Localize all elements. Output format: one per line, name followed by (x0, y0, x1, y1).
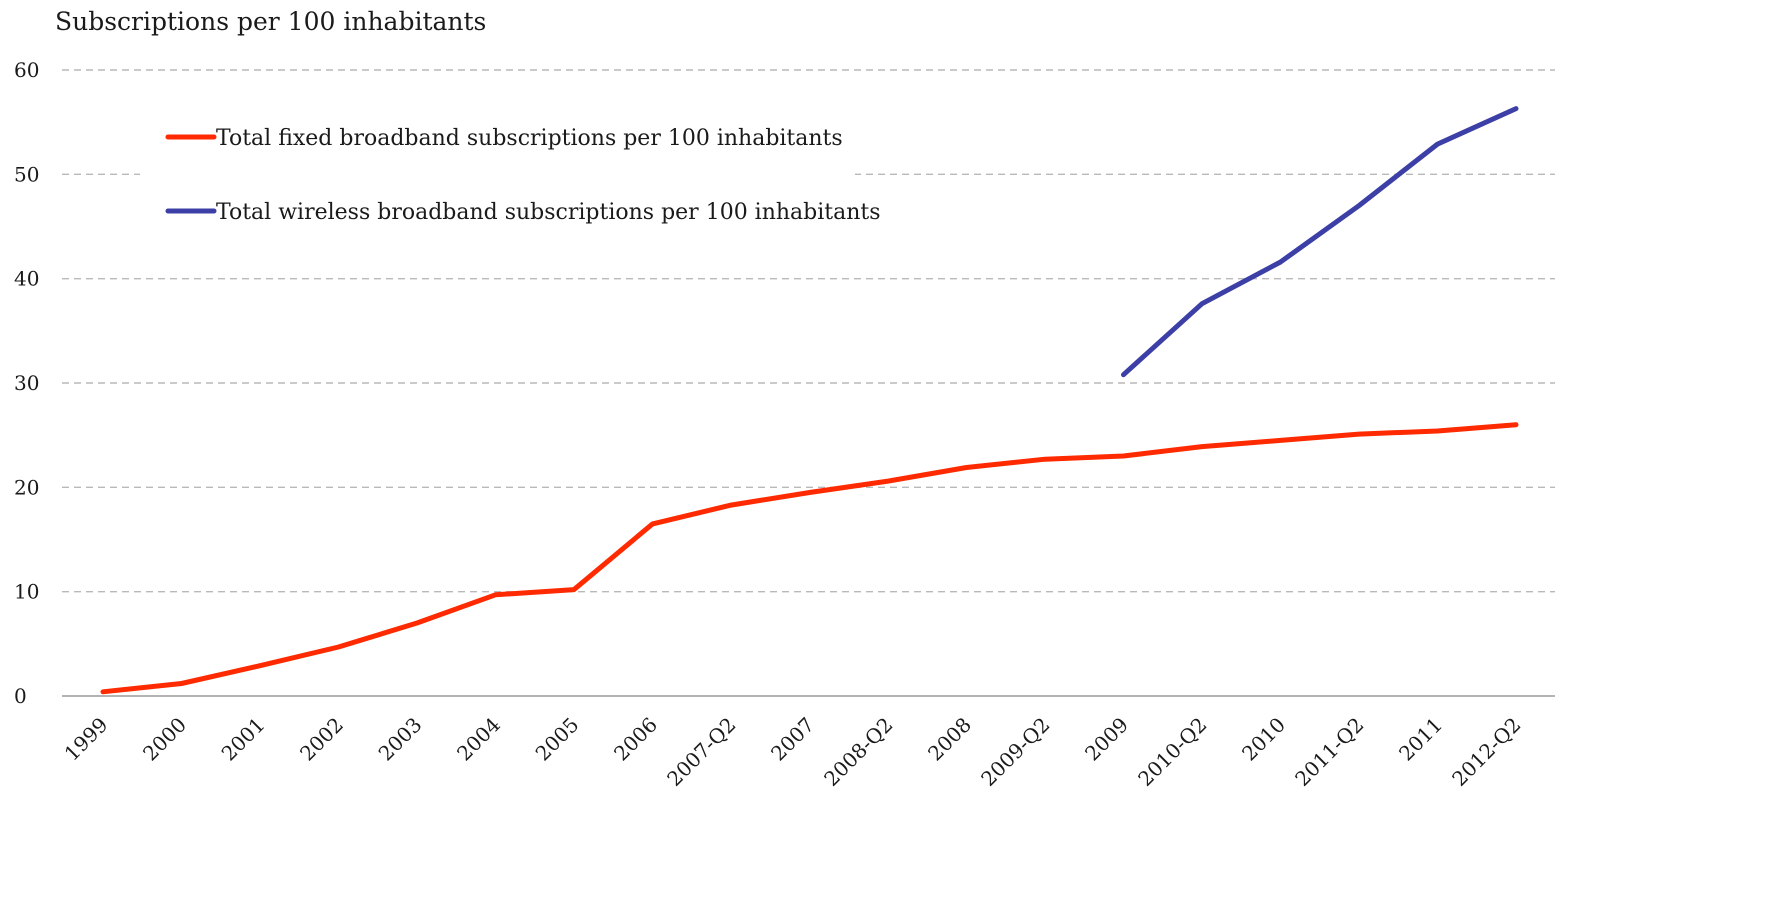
x-tick-label: 2002 (295, 713, 348, 766)
x-tick-label: 2011-Q2 (1290, 713, 1368, 791)
y-tick-label: 30 (14, 371, 39, 395)
x-tick-label: 2001 (217, 713, 270, 766)
x-tick-label: 2009 (1080, 713, 1133, 766)
y-tick-label: 10 (14, 580, 39, 604)
series-lines (100, 106, 1519, 695)
y-axis-ticks: 0 10 20 30 40 50 60 (14, 58, 39, 708)
series-line (100, 422, 1519, 695)
x-tick-label: 2000 (138, 713, 191, 766)
y-tick-label: 20 (14, 475, 39, 499)
legend: Total fixed broadband subscriptions per … (165, 126, 881, 225)
x-tick-label: 2010 (1237, 713, 1290, 766)
x-axis-ticks: 1999 2000 2001 2002 2003 2004 2005 2006 2007-Q2 2… (60, 713, 1526, 791)
y-tick-label: 60 (14, 58, 39, 82)
legend-background (140, 110, 855, 238)
x-tick-label: 2010-Q2 (1133, 713, 1211, 791)
x-tick-label: 2008-Q2 (819, 713, 897, 791)
x-tick-label: 2005 (531, 713, 584, 766)
x-tick-label: 2006 (609, 713, 662, 766)
x-tick-label: 2011 (1394, 713, 1447, 766)
series-line (1121, 106, 1519, 378)
legend-label: Total fixed broadband subscriptions per … (216, 126, 843, 151)
x-tick-label: 2007 (766, 713, 819, 766)
x-tick-label: 2008 (923, 713, 976, 766)
x-tick-label: 2004 (452, 713, 505, 766)
x-tick-label: 2012-Q2 (1447, 713, 1525, 791)
x-tick-label: 1999 (60, 713, 113, 766)
y-tick-label: 50 (14, 162, 39, 186)
x-tick-label: 2007-Q2 (662, 713, 740, 791)
x-tick-label: 2003 (374, 713, 427, 766)
legend-label: Total wireless broadband subscriptions p… (216, 200, 881, 225)
y-tick-label: 40 (14, 267, 39, 291)
y-tick-label: 0 (14, 684, 27, 708)
x-tick-label: 2009-Q2 (976, 713, 1054, 791)
y-axis-label: Subscriptions per 100 inhabitants (55, 7, 486, 36)
